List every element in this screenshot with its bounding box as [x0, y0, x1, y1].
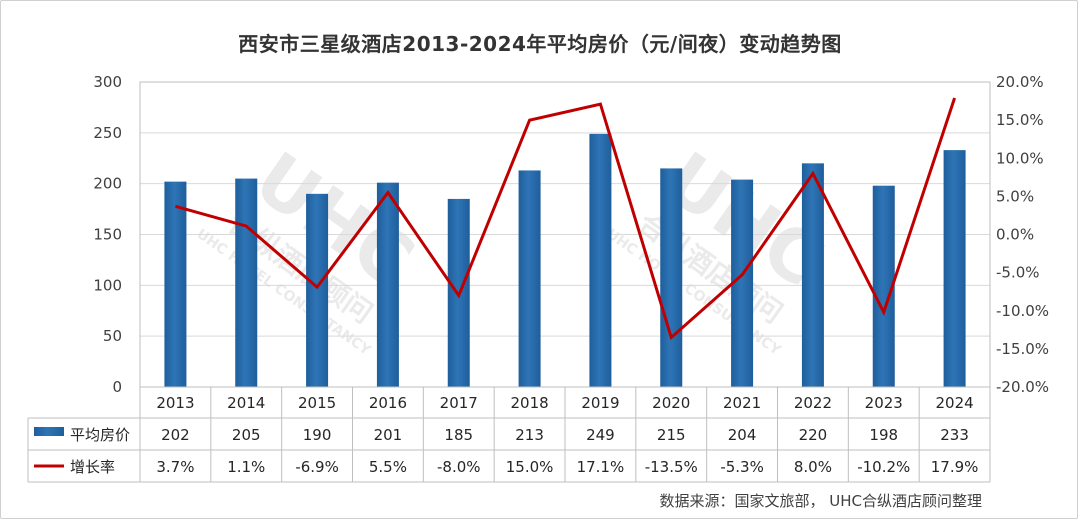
table-cell-growth: 1.1% [227, 458, 265, 476]
x-tick-label: 2013 [156, 394, 194, 412]
legend-key-bar [34, 427, 64, 436]
bar [306, 193, 329, 387]
bar [164, 181, 187, 387]
bar [235, 178, 258, 387]
x-tick-label: 2019 [581, 394, 619, 412]
table-cell-growth: -5.3% [720, 458, 764, 476]
y-right-tick-label: 5.0% [996, 187, 1034, 205]
y-right-tick-label: 15.0% [996, 111, 1044, 129]
bar [801, 163, 824, 387]
table-cell-growth: 5.5% [369, 458, 407, 476]
y-left-tick-label: 50 [103, 327, 122, 345]
source-note: 数据来源：国家文旅部， UHC合纵酒店顾问整理 [659, 492, 982, 510]
legend-label-bar: 平均房价 [70, 426, 130, 444]
y-right-tick-label: -10.0% [996, 302, 1049, 320]
y-right-tick-label: -5.0% [996, 264, 1040, 282]
y-right-tick-label: 10.0% [996, 149, 1044, 167]
bar [943, 150, 966, 387]
bar-series [164, 133, 966, 387]
x-tick-label: 2016 [369, 394, 407, 412]
y-left-tick-label: 250 [93, 124, 122, 142]
table-cell-price: 205 [232, 426, 261, 444]
chart-title: 西安市三星级酒店2013-2024年平均房价（元/间夜）变动趋势图 [238, 32, 842, 56]
line-series [175, 97, 957, 341]
bar [518, 170, 541, 387]
x-tick-label: 2024 [935, 394, 973, 412]
y-right-tick-label: 0.0% [996, 226, 1034, 244]
table-cell-growth: -10.2% [857, 458, 910, 476]
y-right-tick-label: -15.0% [996, 340, 1049, 358]
y-left-tick-label: 200 [93, 175, 122, 193]
y-left-tick-label: 100 [93, 276, 122, 294]
x-tick-label: 2020 [652, 394, 690, 412]
table-cell-growth: -8.0% [437, 458, 481, 476]
bar [376, 182, 399, 387]
y-left-tick-label: 150 [93, 226, 122, 244]
y-right-tick-label: -20.0% [996, 378, 1049, 396]
x-tick-label: 2017 [440, 394, 478, 412]
table-cell-price: 204 [728, 426, 757, 444]
y-left-tick-label: 300 [93, 73, 122, 91]
y-right-tick-label: 20.0% [996, 73, 1044, 91]
table-cell-growth: 8.0% [794, 458, 832, 476]
table-cell-growth: 17.9% [931, 458, 979, 476]
bar [660, 168, 683, 387]
table-cell-price: 249 [586, 426, 615, 444]
x-tick-label: 2021 [723, 394, 761, 412]
bar [872, 185, 895, 387]
bar [589, 133, 612, 387]
table-cell-price: 215 [657, 426, 686, 444]
y-left-tick-label: 0 [112, 378, 122, 396]
table-cell-growth: -13.5% [645, 458, 698, 476]
x-tick-label: 2022 [794, 394, 832, 412]
x-tick-label: 2015 [298, 394, 336, 412]
data-table: 2013 2014 2015 2016 2017 2018 2019 2020 2021 2022… [27, 386, 991, 483]
table-cell-price: 220 [799, 426, 828, 444]
x-tick-label: 2014 [227, 394, 265, 412]
bar [731, 179, 754, 387]
table-cell-growth: 15.0% [506, 458, 554, 476]
axes: 0 50 100 150 200 250 300 -20.0% -15.0% -10.0% -5.0… [93, 73, 1049, 396]
x-tick-label: 2018 [510, 394, 548, 412]
table-cell-growth: 17.1% [577, 458, 625, 476]
table-cell-price: 185 [444, 426, 473, 444]
table-cell-price: 190 [303, 426, 332, 444]
table-cell-price: 201 [374, 426, 403, 444]
table-cell-price: 213 [515, 426, 544, 444]
table-cell-growth: -6.9% [295, 458, 339, 476]
x-tick-label: 2023 [865, 394, 903, 412]
table-cell-growth: 3.7% [156, 458, 194, 476]
table-cell-price: 202 [161, 426, 190, 444]
table-cell-price: 233 [940, 426, 969, 444]
table-cell-price: 198 [869, 426, 898, 444]
legend-label-line: 增长率 [70, 458, 115, 476]
growth-line [175, 97, 957, 341]
gridlines [140, 81, 990, 388]
